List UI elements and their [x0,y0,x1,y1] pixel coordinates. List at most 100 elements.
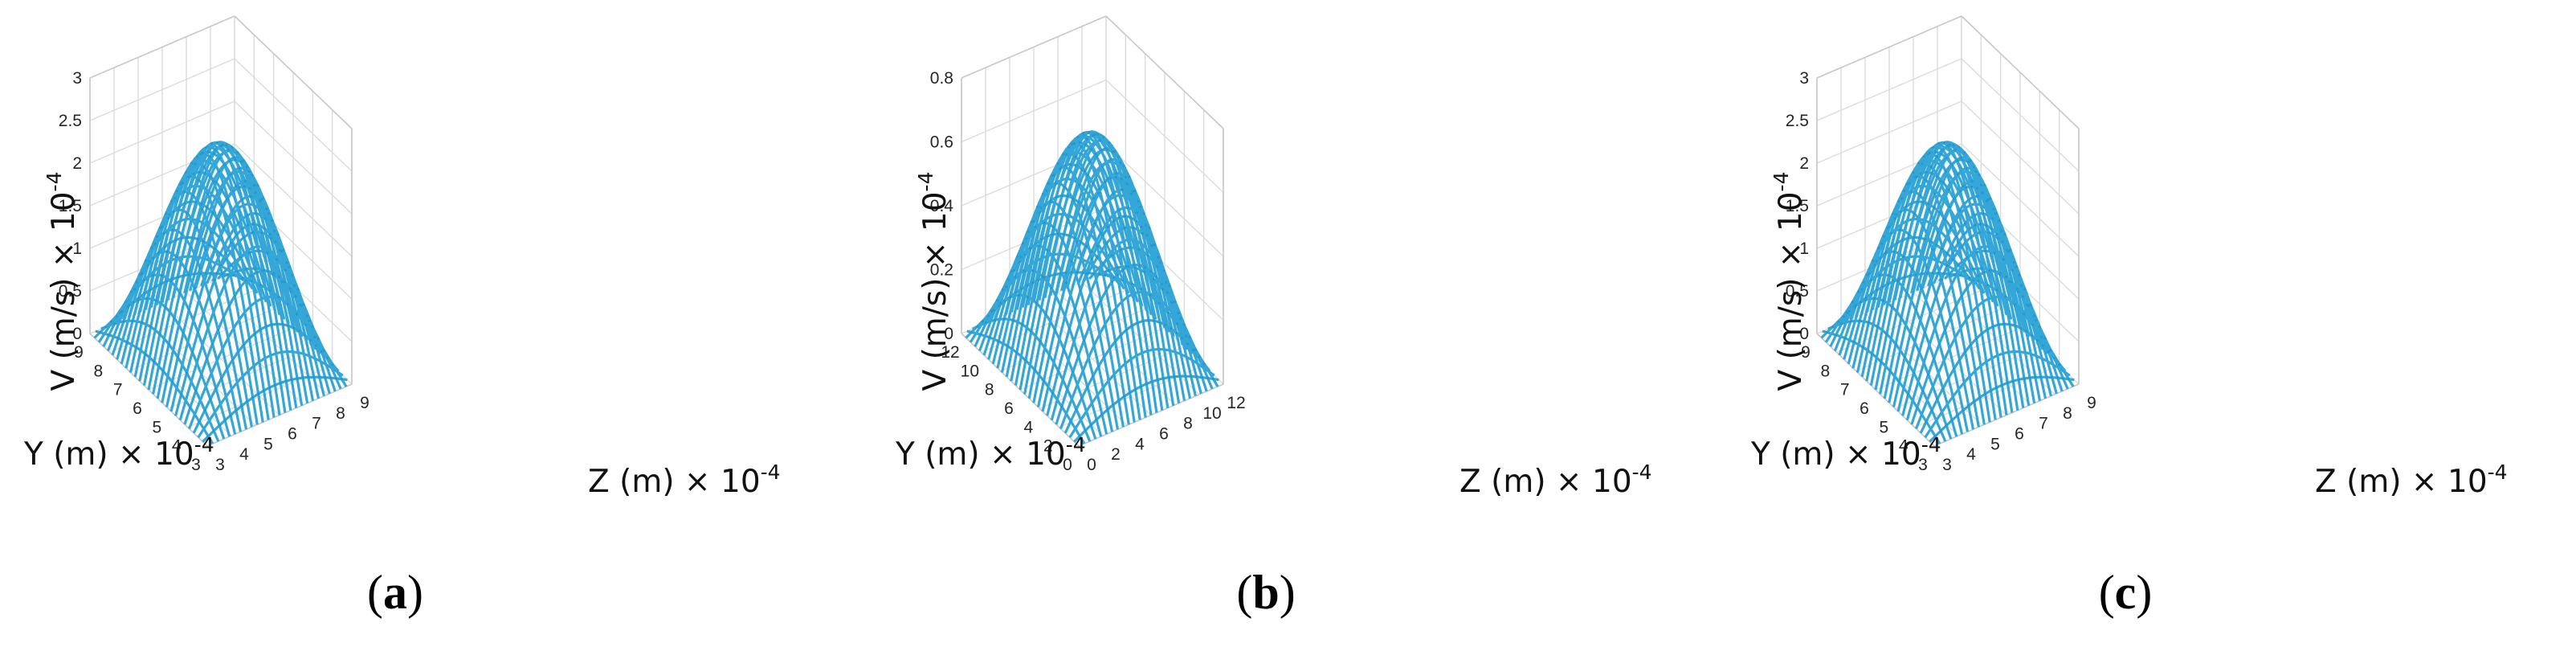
surface-point [1002,317,1006,321]
surface-point [1871,352,1874,355]
surface-point [1016,255,1019,258]
surface-point [221,272,224,276]
surface-point [1051,233,1055,236]
x-axis-label: Z (m) × 10-4 [1459,461,1652,500]
surface-point [1138,264,1141,267]
surface-point [1868,272,1871,275]
surface-point [1141,319,1145,322]
surface-point [289,290,292,293]
surface-point [1107,268,1110,272]
surface-point [2058,362,2061,366]
surface-point [276,322,279,326]
surface-point [1908,181,1912,185]
surface-point [146,264,149,267]
surface-point [220,188,223,191]
surface-point [1072,199,1076,203]
surface-point [314,344,318,347]
surface-point [1100,165,1104,168]
surface-point [217,218,220,221]
surface-point [1909,190,1913,194]
surface-point [1166,311,1170,314]
surface-point [203,172,206,175]
surface-point [1945,424,1948,428]
z-tick-label: 2 [72,154,82,173]
surface-point [190,350,194,354]
surface-point [1173,375,1176,379]
surface-point [119,311,122,314]
surface-point [1927,203,1930,206]
surface-point [1920,286,1923,289]
surface-point [1978,231,1982,234]
surface-point [313,335,316,338]
surface-point [1990,217,1994,220]
surface-point [2000,383,2003,387]
surface-point [329,376,333,379]
surface-point [259,328,262,331]
surface-point [1918,194,1921,197]
surface-point [1035,301,1039,305]
x-tick-label: 5 [1990,435,2000,453]
surface-point [145,259,148,262]
surface-point [1986,328,1989,331]
surface-point [1039,206,1043,209]
surface-point [1930,408,1933,411]
surface-point [1148,227,1151,230]
y-axis-label: Y (m) × 10-4 [895,433,1086,473]
surface-point [126,305,129,308]
x-axis-label: Z (m) × 10-4 [588,461,781,500]
surface-point [255,271,259,274]
surface-point [1897,277,1901,280]
surface-point [286,303,289,306]
surface-point [998,304,1001,307]
surface-point [1879,256,1882,260]
surface-line [125,159,272,369]
surface-point [1177,311,1180,315]
surface-point [253,267,257,270]
surface-point [240,199,243,202]
surface-point [1190,375,1193,378]
surface-point [1835,334,1838,337]
surface-point [1880,360,1883,363]
surface-point [1145,234,1149,237]
surface-point [1923,330,1926,334]
surface-point [2013,303,2016,306]
surface-point [1161,377,1165,380]
surface-point [213,278,216,281]
surface-point [1991,325,1994,328]
surface-point [214,148,217,151]
surface-point [247,251,251,254]
surface-point [1903,355,1906,359]
surface-point [1947,188,1950,191]
panel-caption: (c) [2099,566,2153,619]
z-axis-label-exponent: -4 [43,172,66,192]
surface-point [262,389,266,392]
surface-point [1975,186,1978,190]
surface-point [1917,350,1921,354]
surface-point [162,231,165,235]
x-tick-label: 4 [239,445,249,464]
surface-point [160,282,163,285]
surface-point [1984,392,1987,395]
surface-point [1932,145,1935,149]
surface-point [1149,270,1153,273]
surface-point [1907,232,1911,236]
surface-point [1902,190,1906,193]
surface-point [1043,204,1047,207]
y-tick-label: 6 [1860,399,1869,418]
surface-point [1047,354,1051,357]
surface-point [2007,280,2011,284]
surface-point [1125,328,1128,332]
surface-point [1897,199,1900,203]
surface-point [324,376,327,379]
surface-point [180,232,184,236]
surface-point [1104,242,1108,245]
surface-point [1133,387,1137,391]
axis-box-edge [89,15,235,79]
surface-point [1118,215,1121,219]
y-tick-label: 10 [961,362,979,380]
surface-point [222,316,225,319]
surface-point [1165,280,1168,284]
surface-point [304,334,307,337]
surface-point [210,231,213,235]
surface-point [1075,164,1078,167]
